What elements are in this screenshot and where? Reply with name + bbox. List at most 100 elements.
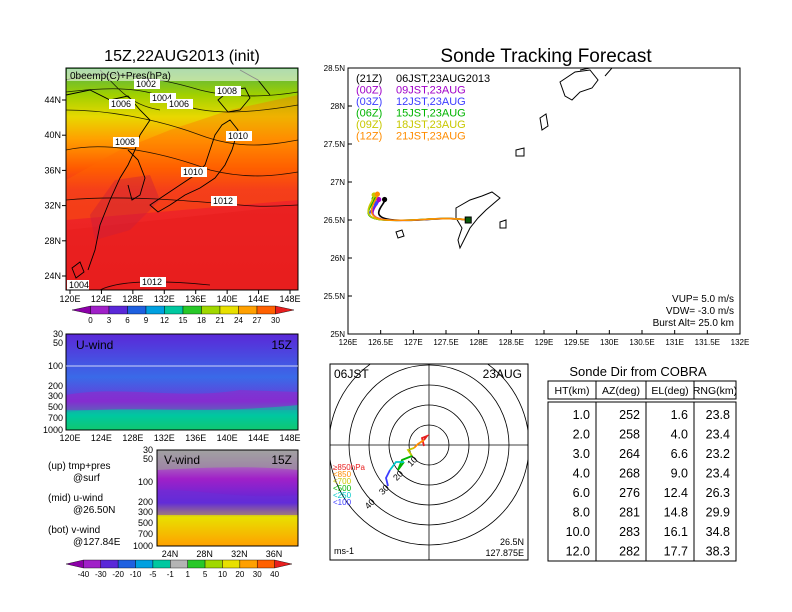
- vwind-label: V-wind: [164, 453, 200, 467]
- table-cell: 4.0: [671, 428, 688, 442]
- colorbar-tick-label: 21: [216, 316, 225, 325]
- table-cell: 258: [619, 428, 640, 442]
- colorbar-tick-label: 24: [234, 316, 243, 325]
- table-cell: 6.0: [573, 486, 590, 500]
- uwind-field: [66, 334, 298, 430]
- wind-colorbar-swatch: [239, 559, 258, 569]
- uwind-y-tick-label: 700: [48, 413, 63, 423]
- table-cell: 4.0: [573, 467, 590, 481]
- table-cell: 10.0: [566, 525, 590, 539]
- svg-text:@127.84E: @127.84E: [73, 537, 121, 548]
- table-cell: 276: [619, 486, 640, 500]
- uwind-y-tick-label: 100: [48, 361, 63, 371]
- wind-colorbar-tick-label: -10: [130, 570, 142, 579]
- wind-colorbar-swatch: [204, 559, 223, 569]
- vwind-x-tick-label: 24N: [162, 549, 179, 559]
- wind-colorbar-swatch: [222, 559, 241, 569]
- panel-notes: (up) tmp+pres @surf (mid) u-wind @26.50N…: [48, 461, 121, 548]
- wind-colorbar-swatch: [83, 559, 101, 569]
- tracking-x-tick-label: 126.5E: [368, 338, 393, 347]
- tracking-y-tick-label: 27.5N: [324, 140, 346, 149]
- svg-text:1008: 1008: [217, 86, 237, 96]
- table-cell: 34.8: [706, 525, 730, 539]
- table-cell: 252: [619, 408, 640, 422]
- map-x-tick-label: 148E: [279, 294, 300, 304]
- uwind-y-tick-label: 500: [48, 402, 63, 412]
- vwind-y-tick-label: 500: [138, 518, 153, 528]
- map-y-tick-label: 40N: [44, 130, 61, 140]
- svg-text:@26.50N: @26.50N: [73, 505, 115, 516]
- svg-text:1006: 1006: [169, 99, 189, 109]
- table-title: Sonde Dir from COBRA: [569, 364, 707, 379]
- colorbar-tick-label: 27: [253, 316, 262, 325]
- uwind-x-axis: 120E 124E 128E 132E 136E 140E 144E 148E: [59, 433, 300, 443]
- table-cell: 1.6: [671, 408, 688, 422]
- map-x-tick-label: 124E: [91, 294, 112, 304]
- table-cell: 14.8: [664, 506, 688, 520]
- colorbar-swatch: [256, 305, 276, 315]
- wind-colorbar-tick-label: -5: [149, 570, 157, 579]
- uwind-x-tick-label: 148E: [279, 433, 300, 443]
- table-cell: 8.0: [573, 506, 590, 520]
- wind-colorbar-swatch: [65, 559, 84, 569]
- svg-text:1012: 1012: [213, 196, 233, 206]
- table-cell: 9.0: [671, 467, 688, 481]
- hodograph-time: 06JST: [334, 367, 369, 381]
- svg-text:1012: 1012: [142, 277, 162, 287]
- uwind-y-tick-label: 300: [48, 391, 63, 401]
- table-cell: 1.0: [573, 408, 590, 422]
- sonde-table: HT(km) AZ(deg) EL(deg) RNG(km) 1.0 252 1.6 23.8…: [547, 380, 737, 562]
- hodograph-legend-item: ≥850hPa: [333, 463, 366, 472]
- table-cell: 23.8: [706, 408, 730, 422]
- uwind-y-tick-label: 50: [53, 338, 63, 348]
- wind-colorbar-tick-label: 20: [235, 570, 244, 579]
- wind-colorbar-swatch: [100, 559, 119, 569]
- table-cell: 38.3: [706, 545, 730, 559]
- map-x-axis: 120E 124E 128E 132E 136E 140E 144E 148E: [59, 290, 301, 304]
- launch-site-marker: [464, 216, 472, 224]
- legend-time: (06Z): [356, 108, 382, 120]
- map-x-tick-label: 140E: [217, 294, 238, 304]
- colorbar-swatch: [71, 305, 91, 315]
- tracking-y-axis: 28.5N 28N 27.5N 27N 26.5N 26N 25.5N 25N: [324, 64, 352, 339]
- uwind-label: U-wind: [76, 338, 113, 352]
- tracking-info: VUP= 5.0 m/s VDW= -3.0 m/s Burst Alt= 25…: [653, 294, 734, 329]
- table-cell: 23.2: [706, 447, 730, 461]
- map-y-tick-label: 44N: [44, 95, 61, 105]
- table-cell: 23.4: [706, 428, 730, 442]
- map-x-tick-label: 120E: [59, 294, 80, 304]
- colorbar-tick-label: 3: [107, 316, 112, 325]
- colorbar-swatch: [238, 305, 258, 315]
- colorbar-swatch: [127, 305, 147, 315]
- legend-time: (03Z): [356, 96, 382, 108]
- uwind-time: 15Z: [271, 338, 292, 352]
- wind-colorbar-tick-label: 1: [185, 570, 190, 579]
- vwind-frame: [156, 449, 299, 547]
- hodograph-lon: 127.875E: [485, 548, 524, 558]
- legend-label: 21JST,23AUG: [396, 131, 466, 143]
- legend-time: (00Z): [356, 85, 382, 97]
- uwind-x-tick-label: 128E: [122, 433, 143, 443]
- vwind-y-tick-label: 200: [138, 497, 153, 507]
- table-cell: 16.1: [664, 525, 688, 539]
- tracking-x-tick-label: 127E: [404, 338, 423, 347]
- map-y-tick-label: 24N: [44, 271, 61, 281]
- legend-time: (21Z): [356, 73, 382, 85]
- tracking-y-tick-label: 26.5N: [324, 216, 346, 225]
- tracking-title: Sonde Tracking Forecast: [440, 46, 652, 67]
- tracking-x-tick-label: 127.5E: [433, 338, 458, 347]
- wind-colorbar-swatch: [170, 559, 188, 569]
- svg-text:(bot) v-wind: (bot) v-wind: [48, 525, 100, 536]
- colorbar-tick-label: 9: [144, 316, 149, 325]
- uwind-x-tick-label: 144E: [248, 433, 269, 443]
- temperature-field: 1002 1004 1006 1006 1008 1008 1010 1010 …: [66, 68, 298, 290]
- map-y-tick-label: 32N: [44, 201, 61, 211]
- vwind-y-tick-label: 1000: [133, 541, 153, 551]
- hodograph-legend-item: <250: [333, 491, 352, 500]
- map-title: 15Z,22AUG2013 (init): [104, 48, 260, 65]
- islands: [395, 68, 613, 250]
- track-endpoint-21Z: [381, 196, 388, 203]
- map-y-tick-label: 36N: [44, 165, 61, 175]
